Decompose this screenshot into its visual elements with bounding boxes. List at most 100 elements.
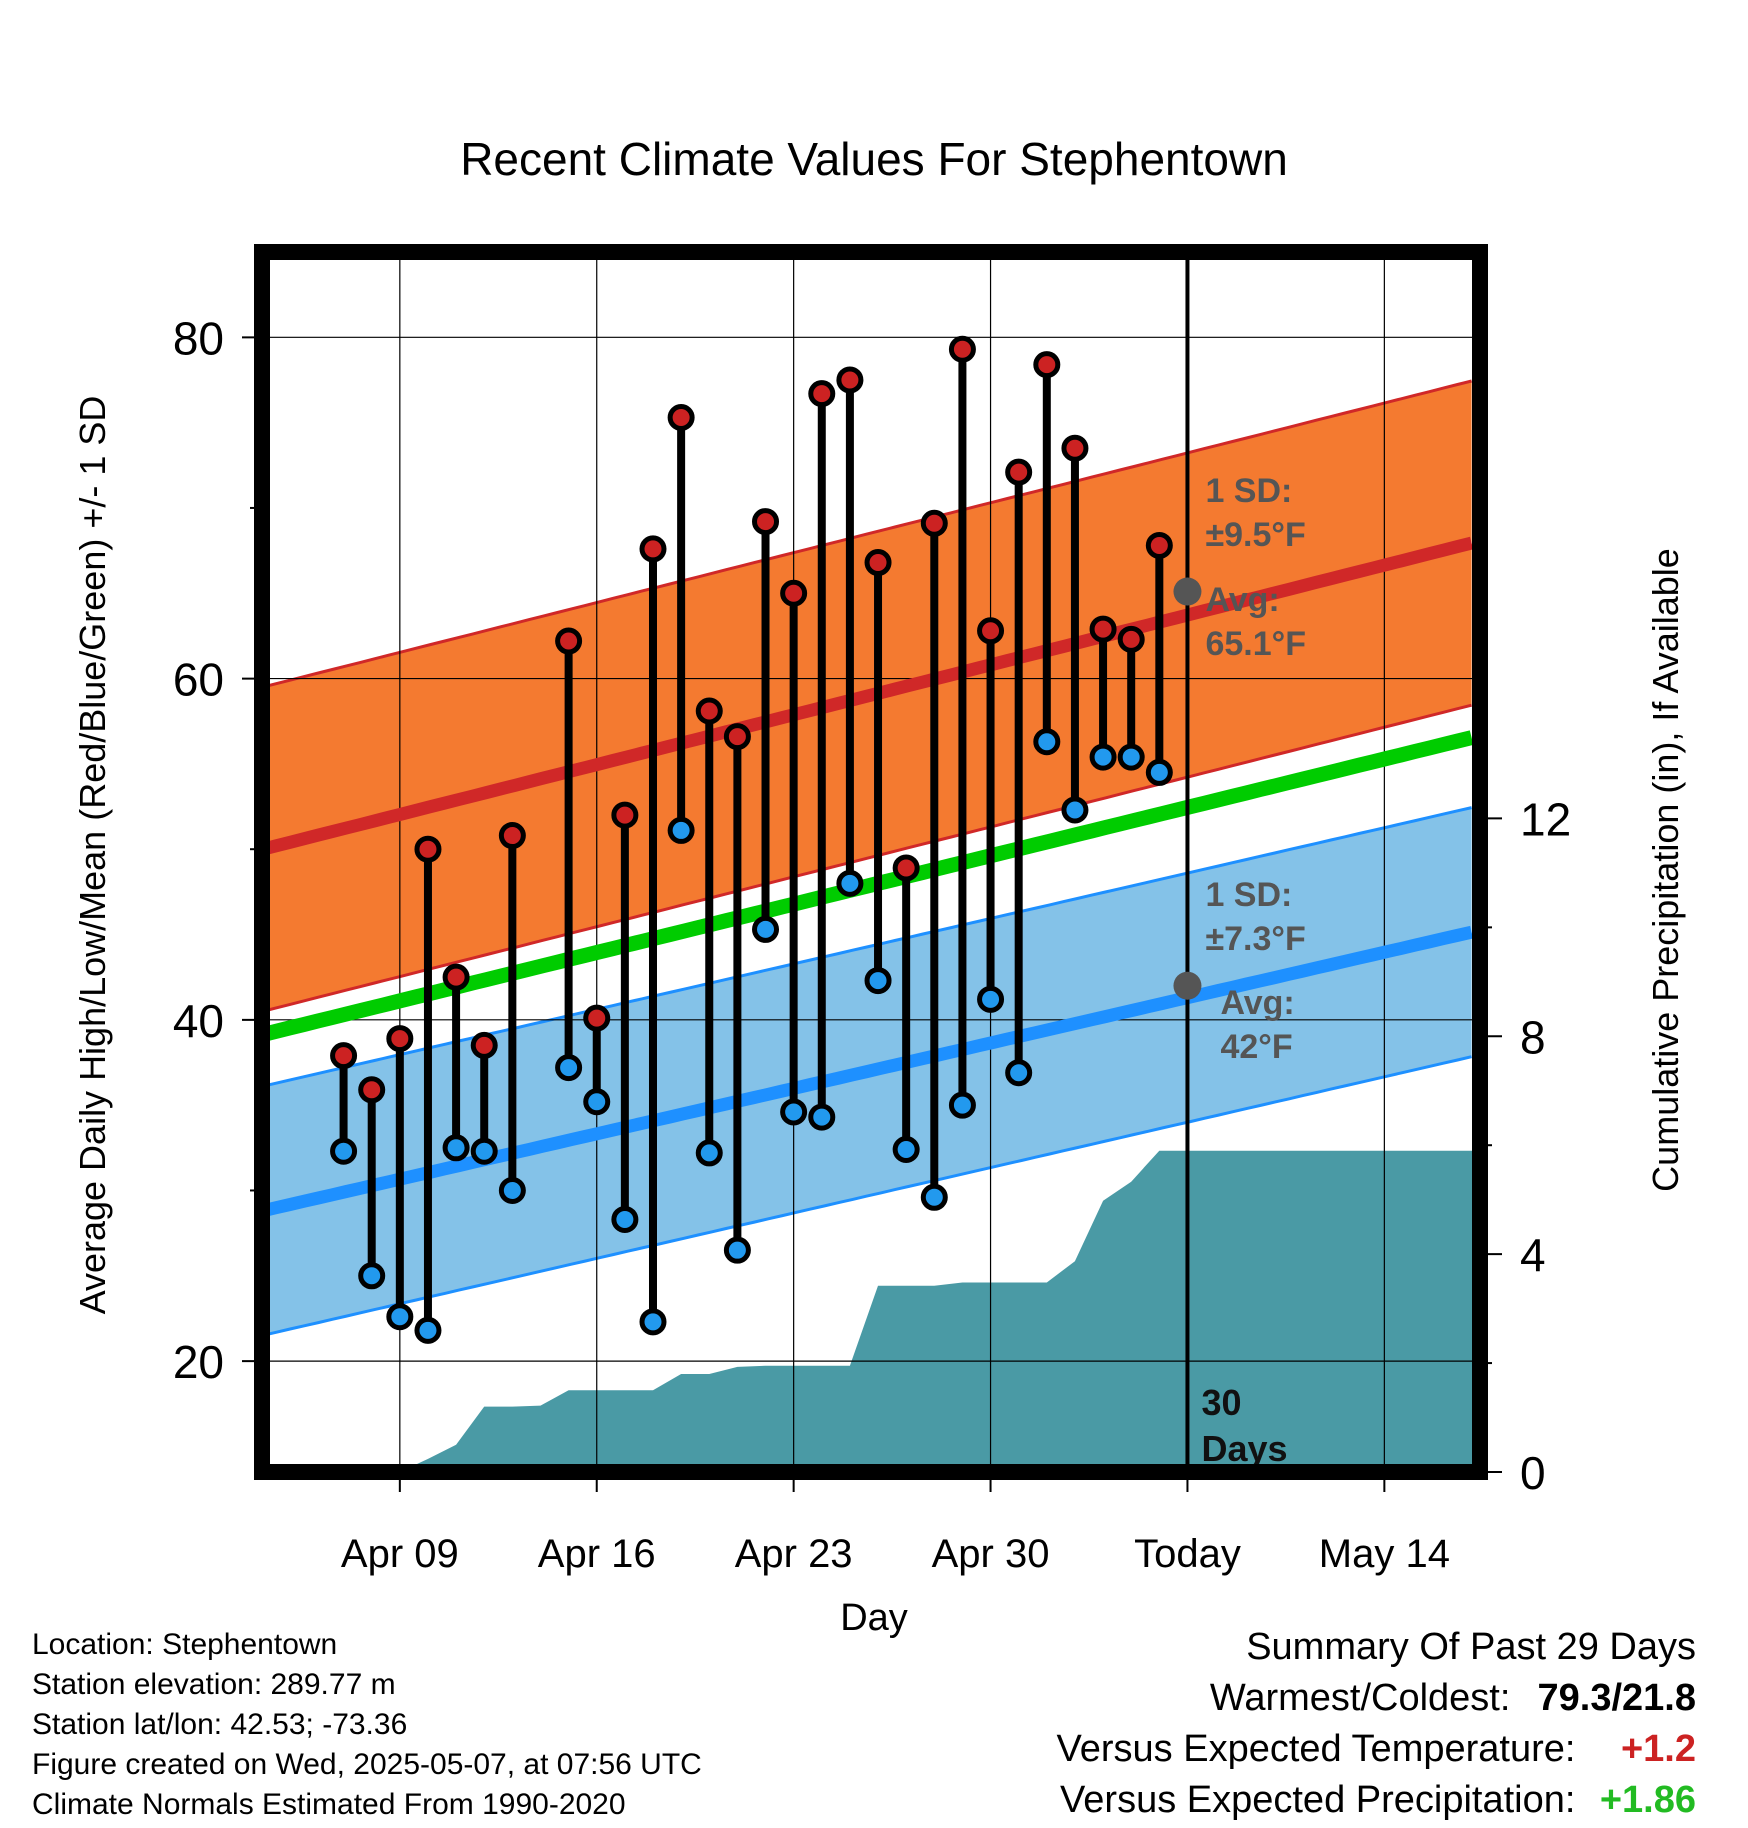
daily-high-marker xyxy=(948,335,976,363)
low-sd-annotation: 1 SD: xyxy=(1205,876,1292,914)
precip-label: Versus Expected Precipitation: xyxy=(1060,1779,1576,1821)
daily-low-marker xyxy=(498,1176,526,1204)
daily-low-marker xyxy=(695,1139,723,1167)
temp-value: +1.2 xyxy=(1620,1728,1696,1770)
daily-high-marker xyxy=(723,723,751,751)
daily-low-marker xyxy=(1033,728,1061,756)
daily-low-marker xyxy=(892,1136,920,1164)
daily-low-marker xyxy=(611,1205,639,1233)
low-average-line xyxy=(262,925,1474,1218)
daily-low-marker xyxy=(1005,1059,1033,1087)
window-days-label: Days xyxy=(1201,1428,1287,1469)
daily-high-marker xyxy=(386,1025,414,1053)
plot-area: 1 SD: ±9.5°F Avg: 65.1°F 1 SD: ±7.3°F Avg: 42°F… xyxy=(173,244,1571,1576)
y2-axis-label: Cumulative Precipitation (in), If Availa… xyxy=(1645,548,1686,1192)
x-axis-label: Day xyxy=(840,1597,908,1639)
daily-low-marker xyxy=(470,1137,498,1165)
warm-cold-row: Warmest/Coldest: 79.3/21.8 xyxy=(1057,1673,1696,1724)
daily-low-marker xyxy=(667,816,695,844)
daily-low-marker xyxy=(442,1134,470,1162)
daily-low-marker xyxy=(780,1098,808,1126)
daily-high-marker xyxy=(892,854,920,882)
summary-title: Summary Of Past 29 Days xyxy=(1246,1626,1696,1668)
y2-tick-label: 12 xyxy=(1520,793,1571,845)
y-axis-label: Average Daily High/Low/Mean (Red/Blue/Gr… xyxy=(72,396,113,1315)
high-band-lower-edge xyxy=(262,703,1472,1013)
daily-high-marker xyxy=(555,627,583,655)
plot-clip xyxy=(262,252,1480,1472)
temp-label: Versus Expected Temperature: xyxy=(1056,1728,1576,1770)
low-sd-annotation: ±7.3°F xyxy=(1205,920,1305,958)
daily-high-marker xyxy=(1145,531,1173,559)
precip-row: Versus Expected Precipitation: +1.86 xyxy=(1057,1775,1696,1826)
daily-low-marker xyxy=(977,985,1005,1013)
daily-low-marker xyxy=(808,1103,836,1131)
daily-high-marker xyxy=(330,1042,358,1070)
daily-high-marker xyxy=(470,1031,498,1059)
daily-high-marker xyxy=(977,617,1005,645)
y2-tick-label: 8 xyxy=(1520,1011,1546,1063)
daily-low-marker xyxy=(1061,796,1089,824)
daily-low-marker xyxy=(836,869,864,897)
daily-low-marker xyxy=(723,1236,751,1264)
precipitation-area xyxy=(399,1150,1480,1472)
high-avg-annotation: Avg: xyxy=(1205,581,1279,619)
daily-low-marker xyxy=(555,1054,583,1082)
station-info: Location: Stephentown Station elevation:… xyxy=(32,1625,702,1825)
daily-high-marker xyxy=(808,380,836,408)
y2-tick-label: 4 xyxy=(1520,1229,1546,1281)
daily-high-marker xyxy=(864,549,892,577)
daily-high-marker xyxy=(358,1076,386,1104)
high-avg-annotation: 65.1°F xyxy=(1205,625,1306,663)
daily-high-marker xyxy=(1033,351,1061,379)
daily-low-marker xyxy=(1145,758,1173,786)
daily-low-marker xyxy=(864,967,892,995)
y2-tick-label: 0 xyxy=(1520,1447,1546,1499)
daily-low-marker xyxy=(414,1316,442,1344)
daily-high-marker xyxy=(780,579,808,607)
daily-high-marker xyxy=(836,366,864,394)
y-tick-label: 60 xyxy=(173,654,224,706)
high-sd-annotation: ±9.5°F xyxy=(1205,516,1305,554)
temp-row: Versus Expected Temperature: +1.2 xyxy=(1057,1724,1696,1775)
low-avg-annotation: Avg: xyxy=(1220,984,1294,1022)
daily-low-marker xyxy=(583,1088,611,1116)
daily-low-marker xyxy=(752,915,780,943)
low-band-upper-edge xyxy=(262,806,1472,1088)
summary-panel: Summary Of Past 29 Days Warmest/Coldest:… xyxy=(1057,1622,1696,1826)
daily-low-marker xyxy=(639,1308,667,1336)
created-text: Figure created on Wed, 2025-05-07, at 07… xyxy=(32,1748,702,1781)
location-text: Location: Stephentown xyxy=(32,1628,338,1661)
y-tick-label: 80 xyxy=(173,312,224,364)
daily-high-marker xyxy=(583,1004,611,1032)
high-band-upper-edge xyxy=(262,379,1472,689)
precip-value: +1.86 xyxy=(1599,1779,1696,1821)
daily-low-marker xyxy=(1089,743,1117,771)
daily-high-marker xyxy=(639,535,667,563)
daily-high-marker xyxy=(611,801,639,829)
daily-low-marker xyxy=(386,1303,414,1331)
daily-high-marker xyxy=(695,697,723,725)
daily-low-marker xyxy=(920,1183,948,1211)
y-tick-label: 40 xyxy=(173,995,224,1047)
window-days-label: 30 xyxy=(1201,1382,1241,1423)
normals-text: Climate Normals Estimated From 1990-2020 xyxy=(32,1788,626,1821)
x-tick-label: Today xyxy=(1134,1532,1241,1576)
high-sd-annotation: 1 SD: xyxy=(1205,472,1292,510)
x-tick-label: Apr 30 xyxy=(932,1532,1050,1576)
daily-high-marker xyxy=(498,822,526,850)
x-tick-label: Apr 16 xyxy=(538,1532,656,1576)
x-tick-label: Apr 09 xyxy=(341,1532,459,1576)
elevation-text: Station elevation: 289.77 m xyxy=(32,1668,396,1701)
daily-low-marker xyxy=(330,1137,358,1165)
daily-high-marker xyxy=(1005,458,1033,486)
daily-high-marker xyxy=(442,963,470,991)
chart-title: Recent Climate Values For Stephentown xyxy=(460,133,1288,185)
plot-frame xyxy=(254,244,1488,1480)
high-average-line xyxy=(262,536,1474,856)
warm-cold-label: Warmest/Coldest: xyxy=(1209,1677,1511,1719)
daily-high-marker xyxy=(1117,625,1145,653)
daily-high-marker xyxy=(920,509,948,537)
high-average-today-marker xyxy=(1173,577,1202,606)
